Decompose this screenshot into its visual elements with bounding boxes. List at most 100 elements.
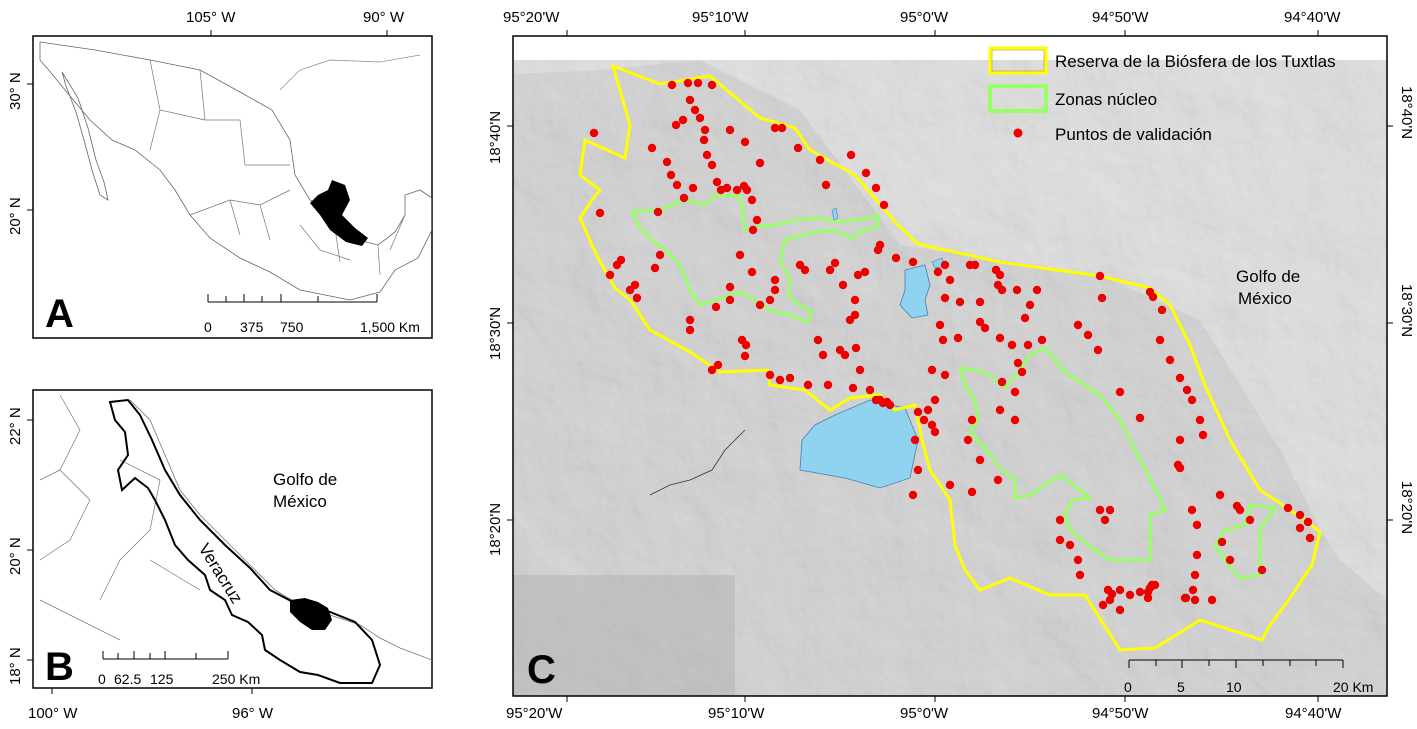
validation-point [785, 373, 795, 383]
neighbor-state-borders [39, 394, 201, 641]
validation-point [1181, 593, 1191, 603]
validation-point [815, 155, 825, 165]
validation-point [742, 185, 752, 195]
validation-point [1097, 293, 1107, 303]
validation-point [1188, 585, 1198, 595]
validation-point [755, 158, 765, 168]
validation-point [1013, 358, 1023, 368]
validation-point [891, 253, 901, 263]
sea-label: México [273, 492, 327, 511]
validation-point [725, 282, 735, 292]
scale-label: 0 [1124, 679, 1132, 695]
validation-point [683, 78, 693, 88]
validation-point [913, 407, 923, 417]
shaded-relief [513, 60, 1387, 696]
validation-point [1012, 285, 1022, 295]
scale-label: 375 [240, 319, 264, 335]
validation-point [1010, 415, 1020, 425]
panel-c-scalebar: 0 5 10 20 Km [1124, 659, 1373, 695]
validation-point [1190, 570, 1200, 580]
legend-label-core: Zonas núcleo [1055, 90, 1157, 109]
scale-label: 0 [98, 671, 106, 687]
validation-point [930, 395, 940, 405]
validation-point [678, 115, 688, 125]
validation-points [589, 78, 1315, 615]
river [649, 429, 746, 496]
validation-point [1175, 435, 1185, 445]
validation-point [662, 157, 672, 167]
lat-tick: 18°30'N [487, 307, 504, 360]
validation-point [1207, 595, 1217, 605]
validation-point [650, 263, 660, 273]
validation-point [848, 383, 858, 393]
validation-point [953, 333, 963, 343]
lat-tick: 18°40'N [487, 111, 504, 164]
validation-point [1305, 533, 1315, 543]
validation-point [940, 260, 950, 270]
validation-point [1143, 593, 1153, 603]
lat-tick: 22° N [7, 407, 24, 445]
panel-b: Golfo de México Veracruz B 0 62.5 125 25… [7, 389, 433, 722]
validation-point [748, 225, 758, 235]
validation-point [1075, 570, 1085, 580]
panel-b-scalebar: 0 62.5 125 250 Km [98, 651, 260, 687]
validation-point [630, 280, 640, 290]
validation-point [818, 350, 828, 360]
legend-label-points: Puntos de validación [1055, 125, 1212, 144]
validation-point [777, 123, 787, 133]
sea-label: Golfo de [273, 470, 337, 489]
validation-point [1020, 313, 1030, 323]
validation-point [653, 207, 663, 217]
validation-point [1115, 605, 1125, 615]
validation-point [940, 293, 950, 303]
validation-point [1190, 595, 1200, 605]
baja-california [61, 71, 109, 201]
sea-label: Golfo de [1236, 267, 1300, 286]
scale-label: 1,500 Km [360, 319, 420, 335]
validation-point [923, 405, 933, 415]
lon-tick: 95°10'W [692, 9, 749, 26]
validation-point [666, 170, 676, 180]
validation-point [1187, 505, 1197, 515]
validation-point [860, 267, 870, 277]
mexico-map [39, 41, 432, 301]
validation-point [1257, 565, 1267, 575]
lat-tick: 18°30'N [1398, 284, 1415, 337]
validation-point [879, 200, 889, 210]
validation-point [770, 275, 780, 285]
core-zone-santa-marta [957, 346, 1168, 562]
validation-point [927, 420, 937, 430]
validation-point [707, 160, 717, 170]
validation-point [1065, 540, 1075, 550]
validation-point [695, 113, 705, 123]
panel-a-frame [32, 35, 433, 339]
validation-point [595, 208, 605, 218]
validation-point [840, 350, 850, 360]
legend-swatch-points [1013, 128, 1023, 138]
validation-point [667, 80, 677, 90]
small-lake [831, 207, 839, 221]
validation-point [1010, 387, 1020, 397]
validation-point [1135, 587, 1145, 597]
validation-point [1155, 335, 1165, 345]
validation-point [830, 258, 840, 268]
validation-point [725, 125, 735, 135]
validation-point [1283, 503, 1293, 513]
validation-point [655, 250, 665, 260]
lon-tick: 96° W [232, 705, 274, 722]
scale-label: 750 [280, 319, 304, 335]
validation-point [1295, 510, 1305, 520]
usa-border [279, 54, 421, 91]
scale-label: 125 [150, 671, 174, 687]
validation-point [735, 250, 745, 260]
validation-point [685, 315, 695, 325]
lon-tick: 94°50'W [1092, 705, 1149, 722]
validation-point [871, 183, 881, 193]
validation-point [1192, 550, 1202, 560]
scale-label: 10 [1226, 679, 1242, 695]
panel-b-letter: B [45, 645, 74, 689]
validation-point [1182, 385, 1192, 395]
lon-tick: 105° W [186, 9, 236, 26]
validation-point [671, 120, 681, 130]
validation-point [1187, 395, 1197, 405]
